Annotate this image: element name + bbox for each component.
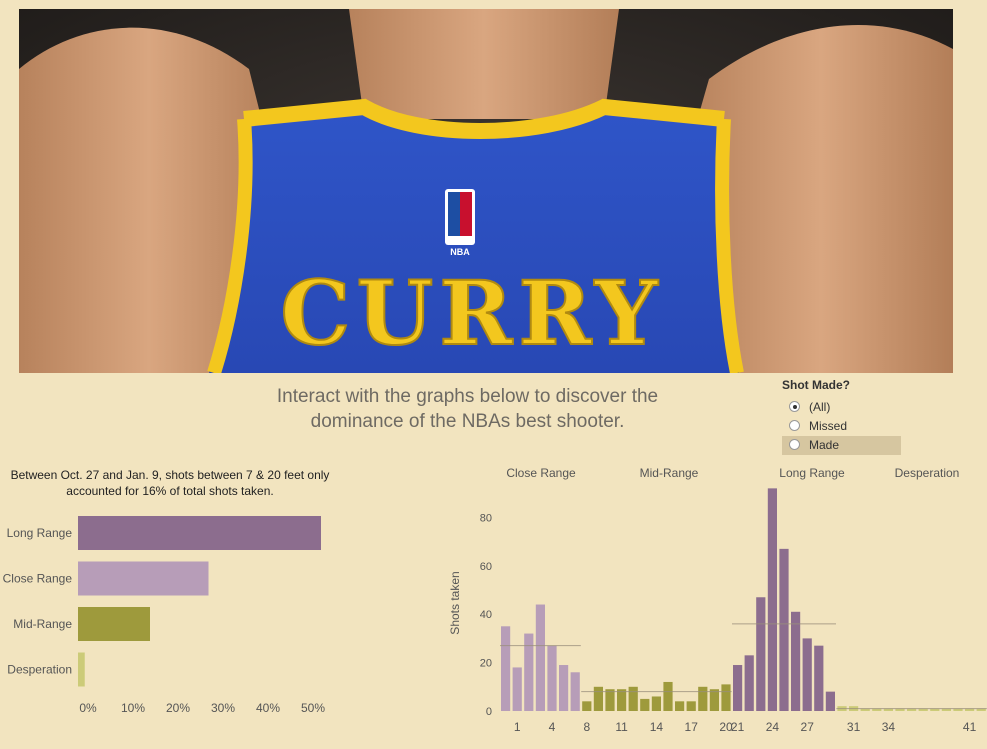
bar (570, 672, 580, 711)
x-tick-label: 1 (514, 720, 521, 734)
shots-by-distance-chart: Shots taken 0 20 40 60 80 Close Range Mid-Range… (448, 466, 987, 734)
bar (883, 708, 893, 711)
filter-title: Shot Made? (782, 378, 850, 392)
x-tick-label: 21 (731, 720, 745, 734)
radio-all[interactable] (789, 401, 800, 412)
bar (872, 708, 882, 711)
bar (907, 708, 917, 711)
bar (814, 645, 824, 711)
bar (756, 597, 766, 711)
x-tick-label: 8 (583, 720, 590, 734)
shot-share-bar-chart: Long Range Close Range Mid-Range Desperatio… (3, 516, 325, 715)
bar (547, 645, 557, 711)
x-tick-label: 20 (719, 720, 733, 734)
bar (895, 708, 905, 711)
bar (976, 708, 986, 711)
bar (512, 667, 522, 711)
group-header: Mid-Range (640, 466, 699, 480)
filter-option-label: Missed (809, 419, 848, 433)
bar (78, 561, 209, 596)
bar (582, 701, 592, 711)
bar (709, 689, 719, 711)
bar (918, 708, 928, 711)
bar (524, 633, 534, 711)
y-tick-label: 80 (480, 512, 492, 524)
y-axis-label: Shots taken (448, 571, 462, 634)
x-tick-label: 31 (847, 720, 861, 734)
group-header: Long Range (779, 466, 845, 480)
bar (501, 626, 511, 711)
bar (593, 686, 603, 711)
y-tick-label: 40 (480, 609, 492, 621)
bar (78, 607, 150, 641)
bar (721, 684, 731, 711)
x-tick-label: 40% (256, 701, 280, 715)
headline: Interact with the graphs below to discov… (200, 384, 735, 434)
bar (535, 604, 545, 711)
hero-image: NBA CURRY (19, 9, 953, 373)
x-tick-label: 41 (963, 720, 977, 734)
bar (767, 488, 777, 711)
y-tick-label: 0 (486, 706, 492, 718)
bar (78, 652, 85, 687)
x-tick-label: 0% (79, 701, 97, 715)
x-tick-label: 20% (166, 701, 190, 715)
filter-option-label: Made (809, 438, 840, 452)
group-header: Desperation (895, 466, 960, 480)
bar (860, 708, 870, 711)
bar (733, 665, 743, 711)
bar (559, 665, 569, 711)
bar (825, 691, 835, 711)
bar (78, 516, 321, 550)
x-tick-label: 27 (801, 720, 815, 734)
bar (640, 698, 650, 711)
bar (930, 708, 940, 711)
bar (686, 701, 696, 711)
bar (617, 689, 627, 711)
group-header: Close Range (506, 466, 576, 480)
bar (791, 611, 801, 711)
headline-line-2: dominance of the NBAs best shooter. (310, 411, 625, 432)
filter-option-all[interactable]: (All) (782, 398, 907, 417)
y-tick-label: 20 (480, 658, 492, 670)
bar (802, 638, 812, 711)
x-tick-label: 24 (766, 720, 780, 734)
bar (744, 655, 754, 711)
bar (965, 708, 975, 711)
x-tick-label: 34 (882, 720, 896, 734)
bar (953, 708, 963, 711)
bar (651, 696, 661, 711)
x-tick-label: 11 (615, 720, 628, 734)
filter-option-missed[interactable]: Missed (782, 417, 907, 436)
x-tick-label: 30% (211, 701, 235, 715)
radio-made[interactable] (789, 439, 800, 450)
x-tick-label: 17 (685, 720, 699, 734)
radio-missed[interactable] (789, 420, 800, 431)
bar (605, 689, 615, 711)
shot-made-filter: Shot Made? (All) Missed Made (782, 378, 907, 455)
bar (628, 686, 638, 711)
category-label: Long Range (7, 526, 73, 540)
category-label: Close Range (3, 572, 73, 586)
bar (663, 681, 673, 711)
jersey-name-text: CURRY (280, 261, 663, 365)
x-tick-label: 10% (121, 701, 145, 715)
x-tick-label: 4 (549, 720, 556, 734)
x-tick-label: 50% (301, 701, 325, 715)
category-label: Mid-Range (13, 617, 72, 631)
jersey-illustration: NBA CURRY (19, 9, 953, 373)
filter-option-label: (All) (809, 400, 831, 414)
bar (941, 708, 951, 711)
category-label: Desperation (7, 663, 72, 677)
bar (675, 701, 685, 711)
filter-option-made[interactable]: Made (782, 436, 901, 455)
y-tick-label: 60 (480, 561, 492, 573)
headline-line-1: Interact with the graphs below to discov… (276, 386, 659, 407)
left-chart-title: Between Oct. 27 and Jan. 9, shots betwee… (10, 468, 330, 498)
jersey-logo-text: NBA (450, 247, 470, 257)
bar (698, 686, 708, 711)
x-tick-label: 14 (650, 720, 664, 734)
bar (779, 548, 789, 711)
